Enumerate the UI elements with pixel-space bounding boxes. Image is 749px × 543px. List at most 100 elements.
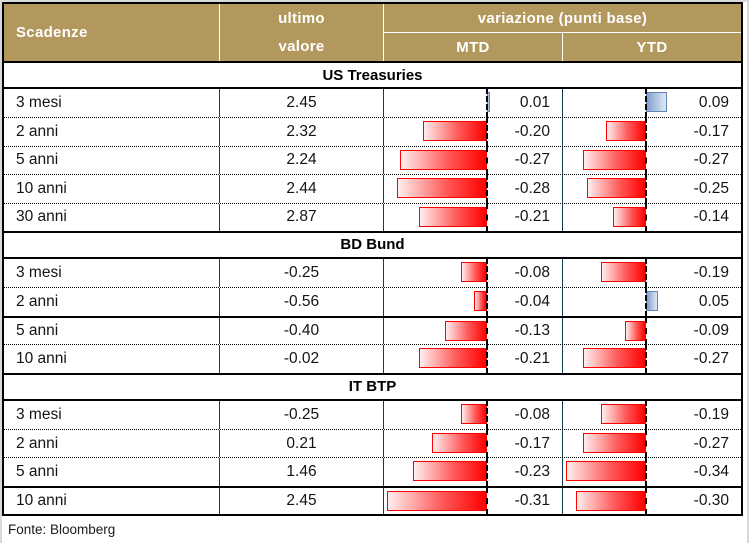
zero-axis-line — [485, 287, 488, 317]
source-note: Fonte: Bloomberg — [8, 521, 116, 537]
ytd-cell: 0.05 — [562, 287, 741, 317]
ytd-value: -0.09 — [693, 321, 729, 339]
ytd-cell: -0.09 — [562, 316, 741, 346]
last-value: -0.25 — [219, 400, 383, 429]
ytd-value: -0.34 — [693, 462, 729, 480]
last-value: 2.45 — [219, 487, 383, 515]
table-row: 10 anni 2.45 -0.31 -0.30 — [4, 485, 741, 516]
mtd-value: -0.04 — [514, 293, 550, 311]
zero-axis-line — [644, 117, 647, 147]
table-row: 2 anni -0.56 -0.04 0.05 — [4, 287, 741, 317]
ytd-cell: -0.34 — [562, 457, 741, 487]
mtd-cell: -0.08 — [383, 399, 562, 430]
ytd-value: -0.30 — [693, 491, 729, 509]
section-title-row: BD Bund — [4, 230, 741, 259]
maturity-label: 10 anni — [16, 491, 67, 509]
mtd-cell: -0.21 — [383, 344, 562, 374]
mtd-value: -0.08 — [514, 405, 550, 423]
ytd-value: 0.09 — [698, 94, 729, 112]
last-value: -0.02 — [219, 345, 383, 373]
zero-axis-line — [644, 457, 647, 487]
zero-axis-line — [485, 257, 488, 289]
ytd-cell: -0.17 — [562, 117, 741, 147]
zero-axis-line — [644, 428, 647, 459]
maturity-label: 3 mesi — [16, 405, 62, 423]
mtd-cell: -0.20 — [383, 117, 562, 147]
header-ytd: YTD — [562, 33, 741, 61]
maturity-label: 5 anni — [16, 151, 59, 169]
mtd-cell: -0.28 — [383, 174, 562, 204]
mtd-value: -0.20 — [514, 123, 550, 141]
zero-axis-line — [485, 457, 488, 487]
last-value: 2.44 — [219, 175, 383, 203]
mtd-value: -0.08 — [514, 264, 550, 282]
maturity-label: 5 anni — [16, 462, 59, 480]
table-row: 10 anni 2.44 -0.28 -0.25 — [4, 174, 741, 204]
last-value: -0.56 — [219, 288, 383, 316]
mtd-cell: -0.17 — [383, 428, 562, 459]
mtd-value: -0.21 — [514, 208, 550, 226]
maturity-label: 5 anni — [16, 321, 59, 339]
table-body: US Treasuries 3 mesi 2.45 0.01 0.09 2 anni 2.3… — [4, 61, 741, 516]
section-title-row: IT BTP — [4, 372, 741, 401]
table-row: 2 anni 2.32 -0.20 -0.17 — [4, 117, 741, 147]
last-value: -0.40 — [219, 317, 383, 345]
mtd-value: -0.23 — [514, 462, 550, 480]
zero-axis-line — [485, 88, 488, 119]
ytd-value: -0.27 — [693, 151, 729, 169]
mtd-value: -0.28 — [514, 179, 550, 197]
header-ultimo: ultimo — [278, 9, 325, 27]
table-header: Scadenze ultimo valore variazione (punti… — [4, 4, 741, 61]
mtd-cell: -0.04 — [383, 287, 562, 317]
last-value: 2.32 — [219, 118, 383, 146]
header-ultimo-valore: ultimo valore — [219, 4, 383, 61]
section-title-row: US Treasuries — [4, 61, 741, 89]
zero-axis-line — [485, 117, 488, 147]
zero-axis-line — [485, 145, 488, 176]
ytd-cell: -0.19 — [562, 257, 741, 289]
ytd-cell: -0.14 — [562, 202, 741, 232]
mtd-cell: -0.23 — [383, 457, 562, 487]
mtd-cell: -0.21 — [383, 202, 562, 232]
zero-axis-line — [644, 88, 647, 119]
ytd-cell: -0.25 — [562, 174, 741, 204]
zero-axis-line — [485, 202, 488, 232]
mtd-value: -0.31 — [514, 491, 550, 509]
mtd-cell: 0.01 — [383, 88, 562, 119]
last-value: 1.46 — [219, 458, 383, 486]
zero-axis-line — [644, 316, 647, 346]
ytd-value: -0.19 — [693, 264, 729, 282]
header-variazione: variazione (punti base) — [477, 9, 648, 27]
ytd-cell: -0.19 — [562, 399, 741, 430]
zero-axis-line — [644, 202, 647, 232]
zero-axis-line — [644, 399, 647, 430]
zero-axis-line — [485, 174, 488, 204]
table-row: 3 mesi -0.25 -0.08 -0.19 — [4, 399, 741, 430]
ytd-value: -0.27 — [693, 434, 729, 452]
table-row: 2 anni 0.21 -0.17 -0.27 — [4, 428, 741, 459]
maturity-label: 2 anni — [16, 123, 59, 141]
zero-axis-line — [644, 257, 647, 289]
zero-axis-line — [485, 344, 488, 374]
last-value: 2.24 — [219, 146, 383, 175]
ytd-value: -0.19 — [693, 405, 729, 423]
last-value: 0.21 — [219, 429, 383, 458]
zero-axis-line — [485, 486, 488, 516]
section-title: US Treasuries — [322, 66, 423, 84]
table-row: 30 anni 2.87 -0.21 -0.14 — [4, 202, 741, 232]
ytd-cell: -0.27 — [562, 344, 741, 374]
table-row: 3 mesi 2.45 0.01 0.09 — [4, 88, 741, 119]
ytd-value: 0.05 — [698, 293, 729, 311]
mtd-value: -0.17 — [514, 434, 550, 452]
table-row: 10 anni -0.02 -0.21 -0.27 — [4, 344, 741, 374]
zero-axis-line — [485, 399, 488, 430]
mtd-cell: -0.31 — [383, 486, 562, 516]
header-valore: valore — [278, 38, 325, 56]
mtd-value: -0.21 — [514, 349, 550, 367]
zero-axis-line — [485, 316, 488, 346]
table-row: 3 mesi -0.25 -0.08 -0.19 — [4, 257, 741, 289]
maturity-label: 2 anni — [16, 434, 59, 452]
header-scadenze: Scadenze — [16, 24, 88, 41]
ytd-value: -0.25 — [693, 179, 729, 197]
section-title: IT BTP — [348, 378, 397, 396]
